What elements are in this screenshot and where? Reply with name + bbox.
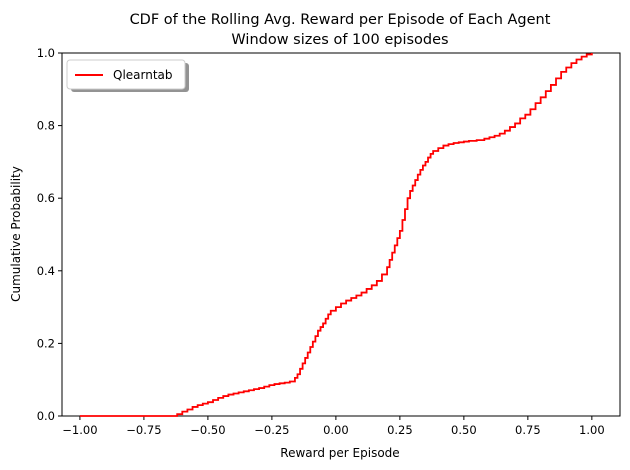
legend: Qlearntab	[66, 59, 189, 92]
x-tick-label: −0.50	[190, 423, 225, 437]
x-tick-label: 0.25	[387, 423, 413, 437]
plot-area-frame	[61, 52, 621, 417]
x-axis-ticks: −1.00 −0.75 −0.50 −0.25 0.00 0.25 0.50 0.75 1.00	[62, 416, 605, 437]
series-layer	[79, 53, 593, 417]
x-tick-label: 0.50	[451, 423, 477, 437]
y-tick-label: 0.8	[37, 119, 55, 133]
y-axis-ticks: 0.0 0.2 0.4 0.6 0.8 1.0	[37, 46, 62, 423]
y-tick-label: 0.0	[37, 409, 55, 423]
x-tick-label: −0.75	[126, 423, 161, 437]
x-tick-label: 1.00	[579, 423, 605, 437]
x-tick-label: 0.75	[515, 423, 541, 437]
y-axis-label: Cumulative Probability	[9, 166, 23, 302]
legend-label-qlearntab: Qlearntab	[113, 68, 173, 82]
chart-subtitle: Window sizes of 100 episodes	[231, 32, 448, 48]
y-tick-label: 0.6	[37, 191, 55, 205]
x-tick-label: −1.00	[62, 423, 97, 437]
x-axis-label: Reward per Episode	[280, 446, 399, 460]
series-line-qlearntab	[79, 53, 593, 417]
x-tick-label: −0.25	[254, 423, 289, 437]
y-tick-label: 1.0	[37, 46, 55, 60]
y-tick-label: 0.2	[37, 336, 55, 350]
chart-title: CDF of the Rolling Avg. Reward per Episo…	[130, 12, 551, 28]
x-tick-label: 0.00	[323, 423, 349, 437]
legend-box	[66, 59, 186, 90]
y-tick-label: 0.4	[37, 264, 55, 278]
